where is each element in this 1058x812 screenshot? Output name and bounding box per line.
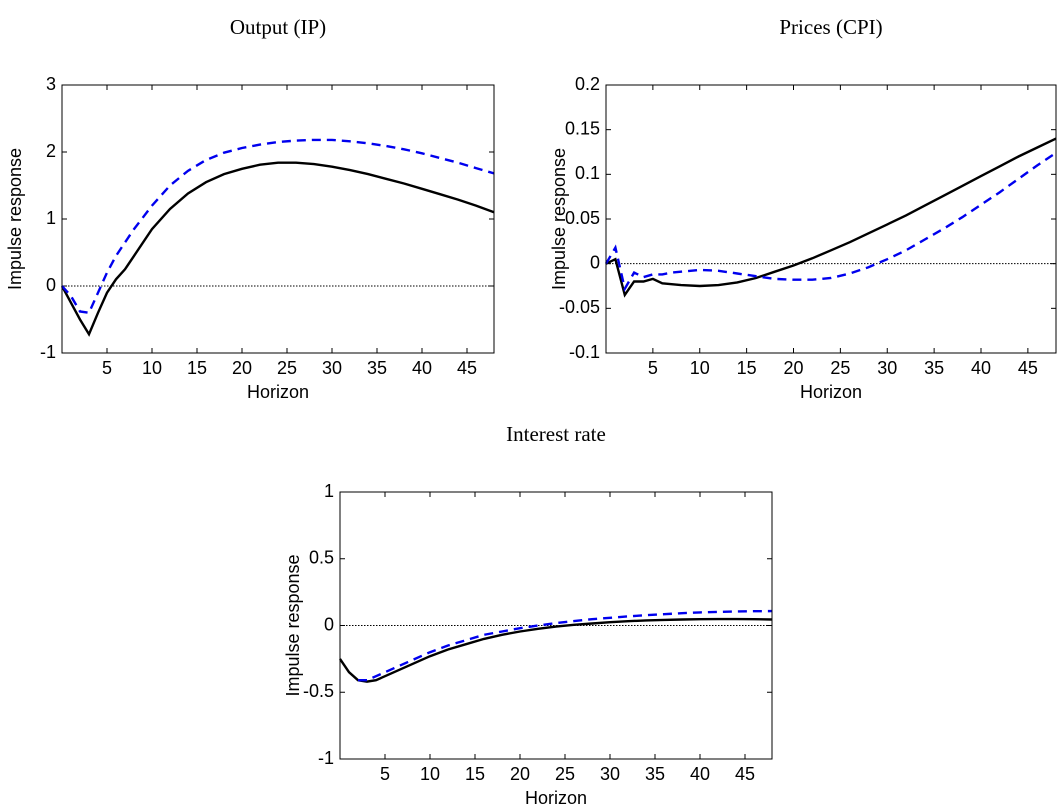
- subplot-title: Output (IP): [230, 15, 326, 39]
- x-tick-label: 30: [877, 358, 897, 378]
- y-tick-label: -0.1: [569, 342, 600, 362]
- x-tick-label: 45: [1018, 358, 1038, 378]
- x-tick-label: 35: [367, 358, 387, 378]
- response-line: [339, 617, 773, 683]
- y-tick-label: 1: [46, 208, 56, 228]
- x-tick-label: 15: [187, 358, 207, 378]
- y-tick-label: -0.05: [559, 297, 600, 317]
- y-tick-label: -0.5: [303, 681, 334, 701]
- x-tick-label: 35: [645, 764, 665, 784]
- y-tick-label: 0: [46, 275, 56, 295]
- response-line: [61, 138, 495, 315]
- x-tick-label: 25: [277, 358, 297, 378]
- x-tick-label: 30: [600, 764, 620, 784]
- y-axis-label: Impulse response: [283, 554, 303, 696]
- response-line: [604, 151, 1057, 292]
- plot-frame: [605, 84, 1057, 354]
- x-tick-label: 5: [102, 358, 112, 378]
- x-tick-label: 40: [690, 764, 710, 784]
- x-tick-label: 40: [971, 358, 991, 378]
- x-tick-label: 45: [735, 764, 755, 784]
- x-tick-label: 40: [412, 358, 432, 378]
- response-line: [605, 137, 1057, 298]
- x-tick-label: 10: [142, 358, 162, 378]
- x-tick-label: 30: [322, 358, 342, 378]
- x-tick-label: 20: [510, 764, 530, 784]
- x-tick-label: 20: [783, 358, 803, 378]
- plot-frame: [339, 491, 773, 760]
- y-tick-label: 0.5: [309, 548, 334, 568]
- x-tick-label: 45: [457, 358, 477, 378]
- x-axis-label: Horizon: [525, 788, 587, 808]
- x-tick-label: 15: [737, 358, 757, 378]
- x-tick-label: 5: [648, 358, 658, 378]
- x-tick-label: 25: [555, 764, 575, 784]
- y-tick-label: 0: [324, 614, 334, 634]
- x-tick-label: 35: [924, 358, 944, 378]
- subplot-title: Interest rate: [506, 422, 606, 446]
- x-tick-label: 20: [232, 358, 252, 378]
- x-tick-label: 10: [420, 764, 440, 784]
- y-tick-label: -1: [318, 748, 334, 768]
- x-tick-label: 5: [380, 764, 390, 784]
- y-tick-label: 1: [324, 481, 334, 501]
- y-tick-label: 3: [46, 74, 56, 94]
- x-axis-label: Horizon: [800, 382, 862, 402]
- x-axis-label: Horizon: [247, 382, 309, 402]
- y-tick-label: 0.15: [565, 118, 600, 138]
- x-tick-label: 15: [465, 764, 485, 784]
- y-tick-label: 0.1: [575, 163, 600, 183]
- y-tick-label: -1: [40, 342, 56, 362]
- x-tick-label: 25: [830, 358, 850, 378]
- x-tick-label: 10: [690, 358, 710, 378]
- y-tick-label: 0.2: [575, 74, 600, 94]
- y-axis-label: Impulse response: [549, 148, 569, 290]
- plot-frame: [61, 84, 495, 354]
- y-axis-label: Impulse response: [5, 148, 25, 290]
- subplot-title: Prices (CPI): [779, 15, 882, 39]
- response-line: [60, 161, 495, 337]
- response-line: [358, 609, 773, 682]
- y-tick-label: 0: [590, 252, 600, 272]
- y-tick-label: 0.05: [565, 208, 600, 228]
- y-tick-label: 2: [46, 141, 56, 161]
